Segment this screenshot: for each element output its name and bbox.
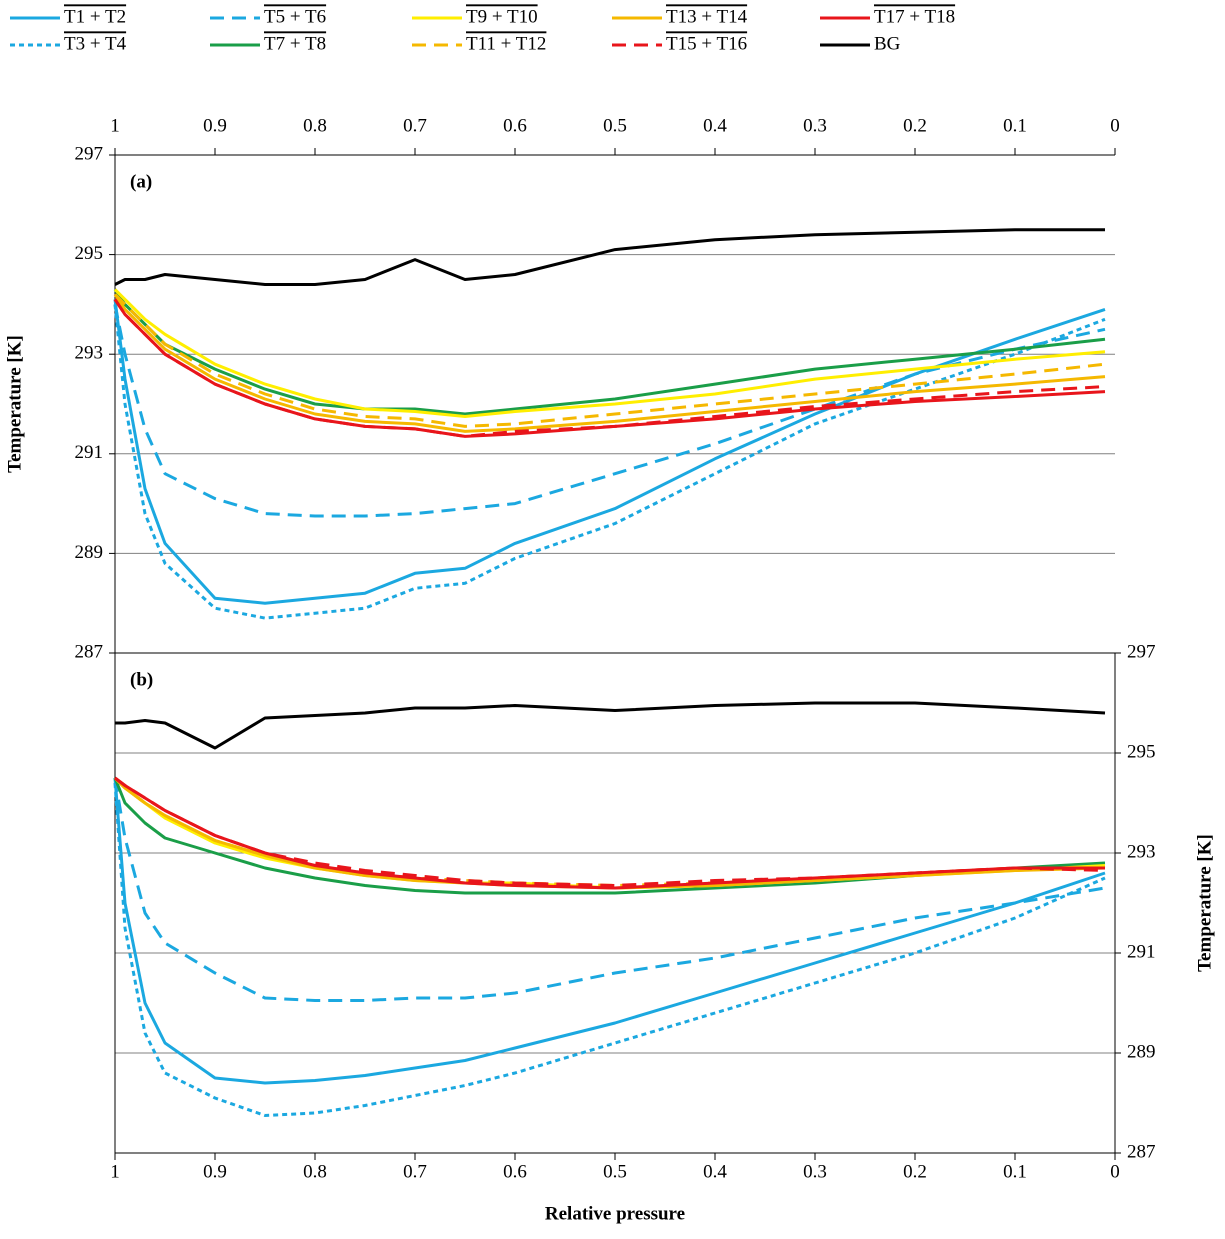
x-tick-label: 0.8: [303, 115, 327, 136]
series-line: [113, 293, 1106, 433]
y-tick-label: 291: [1127, 941, 1156, 962]
x-tick-label: 0: [1110, 115, 1120, 136]
legend-label: T5 + T6: [264, 6, 326, 27]
y-tick-label: 293: [1127, 841, 1156, 862]
x-tick-label: 1: [110, 115, 120, 136]
legend-label: T1 + T2: [64, 6, 126, 27]
x-tick-label: 0.5: [603, 1161, 627, 1182]
series-line: [113, 288, 1106, 418]
x-tick-label: 0: [1110, 1161, 1120, 1182]
x-tick-label: 0.7: [403, 115, 427, 136]
series-line: [114, 776, 1106, 887]
legend-label: T17 + T18: [874, 6, 955, 27]
series-line: [113, 777, 1106, 895]
x-tick-label: 0.9: [203, 115, 227, 136]
series-line: [115, 701, 1106, 750]
panel-label: (a): [130, 171, 152, 192]
legend-label: T3 + T4: [64, 33, 127, 54]
series-line: [114, 776, 1105, 890]
y-tick-label: 297: [75, 143, 104, 164]
legend-label: T15 + T16: [666, 33, 747, 54]
x-tick-label: 0.2: [903, 1161, 927, 1182]
series-line: [113, 776, 1106, 890]
x-tick-label: 0.7: [403, 1161, 427, 1182]
x-tick-label: 1: [110, 1161, 120, 1182]
x-tick-label: 0.1: [1003, 1161, 1027, 1182]
y-tick-label: 291: [75, 442, 104, 463]
series-line: [113, 298, 1106, 438]
series-line: [113, 293, 1106, 428]
y-tick-label: 287: [1127, 1141, 1156, 1162]
y-axis-label: Temperature [K]: [1194, 834, 1215, 972]
series-line: [113, 304, 1106, 620]
x-tick-label: 0.4: [703, 115, 727, 136]
x-tick-label: 0.3: [803, 1161, 827, 1182]
series-line: [113, 777, 1106, 1085]
x-tick-label: 0.3: [803, 115, 827, 136]
x-axis-label: Relative pressure: [545, 1203, 685, 1224]
x-tick-label: 0.5: [603, 115, 627, 136]
y-tick-label: 287: [75, 641, 104, 662]
y-tick-label: 295: [75, 243, 104, 264]
legend-label: T9 + T10: [466, 6, 538, 27]
series-line: [113, 304, 1106, 518]
x-tick-label: 0.6: [503, 1161, 527, 1182]
x-tick-label: 0.4: [703, 1161, 727, 1182]
y-tick-label: 297: [1127, 641, 1156, 662]
y-tick-label: 295: [1127, 741, 1156, 762]
x-tick-label: 0.8: [303, 1161, 327, 1182]
x-tick-label: 0.2: [903, 115, 927, 136]
legend-label: T13 + T14: [666, 6, 748, 27]
legend-label: BG: [874, 33, 901, 54]
series-line: [113, 776, 1105, 887]
series-line: [113, 782, 1106, 1117]
legend-label: T7 + T8: [264, 33, 326, 54]
x-tick-label: 0.6: [503, 115, 527, 136]
y-tick-label: 289: [75, 542, 104, 563]
series-line: [113, 777, 1106, 1002]
y-tick-label: 293: [75, 343, 104, 364]
legend-label: T11 + T12: [466, 33, 546, 54]
x-tick-label: 0.1: [1003, 115, 1027, 136]
series-line: [114, 228, 1105, 286]
panel-label: (b): [130, 669, 153, 690]
series-line: [113, 299, 1106, 605]
series-line: [113, 288, 1106, 416]
y-tick-label: 289: [1127, 1041, 1156, 1062]
x-tick-label: 0.9: [203, 1161, 227, 1182]
y-axis-label: Temperature [K]: [4, 335, 25, 473]
